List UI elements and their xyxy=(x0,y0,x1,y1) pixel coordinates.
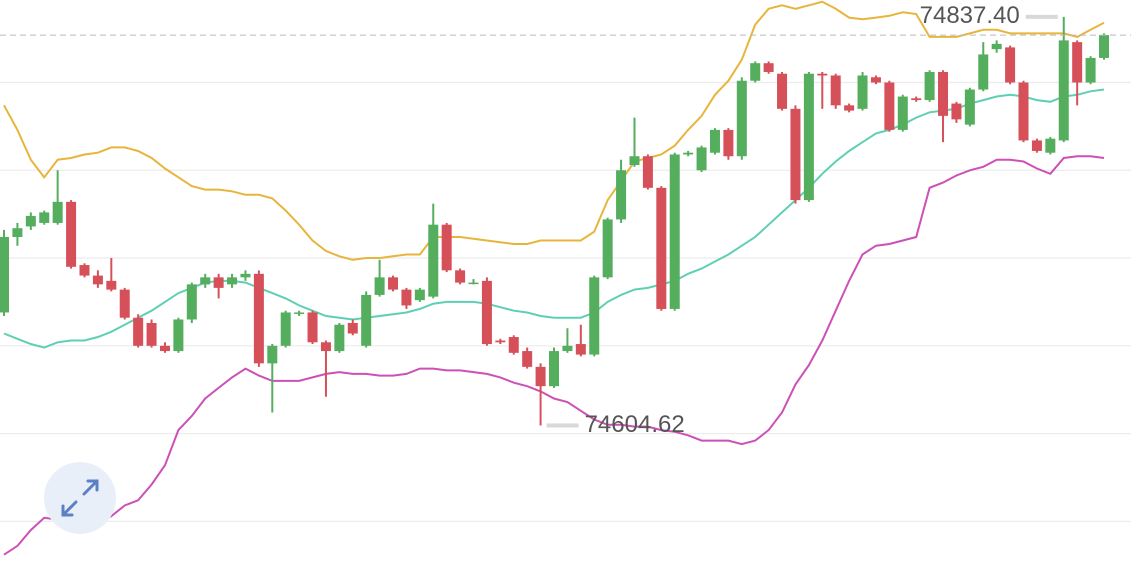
candle-body xyxy=(522,351,533,367)
candle-body xyxy=(468,282,479,285)
candle-body xyxy=(119,289,130,318)
candle-body xyxy=(374,277,385,295)
candle-body xyxy=(1058,40,1069,141)
candle-body xyxy=(669,154,680,309)
candle-body xyxy=(173,319,184,352)
candle-body xyxy=(1018,82,1029,141)
high-label: 74837.40 xyxy=(920,2,1020,29)
candle-body xyxy=(951,103,962,120)
candle-body xyxy=(307,312,318,343)
candle-body xyxy=(656,187,667,309)
candle-body xyxy=(616,170,627,220)
candle-body xyxy=(280,312,291,346)
candle-body xyxy=(441,224,452,271)
candle-body xyxy=(1031,140,1042,151)
candle-body xyxy=(0,236,9,313)
candle-body xyxy=(455,270,466,283)
candle-body xyxy=(750,63,761,81)
candle-body xyxy=(964,89,975,125)
candle-body xyxy=(830,75,841,106)
candle-body xyxy=(817,73,828,76)
candle-body xyxy=(146,322,157,346)
annotations: 74837.40 74604.62 xyxy=(0,2,1131,438)
candle-body xyxy=(428,224,439,297)
band-line xyxy=(3,0,1105,261)
candle-body xyxy=(1005,47,1016,83)
candle-body xyxy=(884,82,895,130)
candle-body xyxy=(388,277,399,290)
candle-body xyxy=(227,277,238,285)
candle-body xyxy=(1045,138,1056,153)
candles xyxy=(0,16,1109,426)
candle-body xyxy=(495,340,506,343)
low-marker xyxy=(546,423,579,428)
candle-body xyxy=(213,277,224,288)
candle-body xyxy=(911,98,922,101)
candle-body xyxy=(535,366,546,387)
candle-body xyxy=(294,312,305,314)
candle-body xyxy=(736,80,747,157)
candle-body xyxy=(361,294,372,346)
candle-body xyxy=(240,273,251,278)
candle-body xyxy=(320,342,331,352)
candle-body xyxy=(938,71,949,116)
candle-body xyxy=(508,337,519,353)
candle-body xyxy=(763,63,774,72)
candle-body xyxy=(870,77,881,83)
candle-body xyxy=(589,277,600,355)
candle-body xyxy=(723,129,734,157)
band-line xyxy=(3,155,1105,556)
candle-body xyxy=(777,73,788,109)
candle-body xyxy=(642,156,653,188)
candle-body xyxy=(347,322,358,334)
candle-body xyxy=(1099,35,1109,58)
candle-body xyxy=(79,265,90,276)
candle-body xyxy=(25,215,36,227)
candle-body xyxy=(334,324,345,352)
candle-body xyxy=(481,280,492,345)
candle-body xyxy=(159,345,170,352)
candle-body xyxy=(696,147,707,171)
candle-body xyxy=(790,108,801,201)
expand-button[interactable] xyxy=(44,462,116,534)
candle-body xyxy=(200,277,211,285)
candle-body xyxy=(133,317,144,346)
candle-body xyxy=(12,228,23,237)
candle-body xyxy=(414,289,425,301)
candle-body xyxy=(401,289,412,306)
candle-body xyxy=(683,152,694,155)
candle-body xyxy=(1072,42,1083,83)
candle-body xyxy=(803,73,814,201)
candle-body xyxy=(106,280,117,290)
candle-body xyxy=(844,105,855,111)
expand-icon[interactable] xyxy=(61,479,99,517)
candle-body xyxy=(575,344,586,355)
candle-body xyxy=(602,219,613,278)
candle-body xyxy=(857,75,868,109)
candle-body xyxy=(709,129,720,153)
candle-body xyxy=(267,345,278,364)
candle-body xyxy=(186,284,197,320)
candle-body xyxy=(562,345,573,352)
candle-body xyxy=(253,273,264,364)
expand-button-bg[interactable] xyxy=(44,462,116,534)
candle-body xyxy=(991,43,1002,50)
candle-body xyxy=(66,201,77,267)
candle-body xyxy=(924,71,935,101)
candle-body xyxy=(897,96,908,130)
candle-body xyxy=(52,201,63,223)
candle-body xyxy=(39,212,50,223)
candle-body xyxy=(978,54,989,90)
candle-body xyxy=(549,351,559,387)
low-label: 74604.62 xyxy=(585,411,685,438)
candle-body xyxy=(1085,57,1096,83)
candle-body xyxy=(92,275,103,285)
high-marker xyxy=(1025,14,1058,19)
candle-body xyxy=(629,156,640,166)
